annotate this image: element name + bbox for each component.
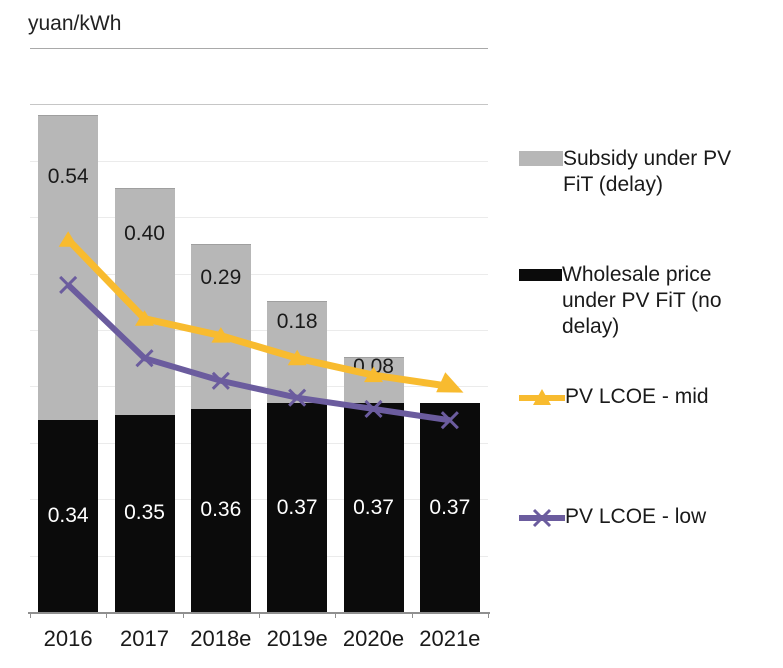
x-axis-tick [488,612,489,618]
bar-value-label-wholesale: 0.35 [124,501,165,525]
x-axis-tick [411,612,413,618]
x-axis-label-2021e: 2021e [419,626,481,651]
x-axis-label-2018e: 2018e [190,626,252,651]
bar-value-label-subsidy: 0.29 [200,266,242,290]
bar-value-label-wholesale: 0.37 [353,495,394,519]
bar-value-label-subsidy: 0.08 [353,355,394,379]
gridline [30,104,488,106]
y-axis-unit-title: yuan/kWh [28,12,122,35]
bar-value-label-subsidy: 0.54 [47,164,89,188]
bar-subsidy-2019e: 0.18 [267,300,328,404]
bar-value-label-subsidy: 0.18 [276,310,318,334]
bar-subsidy-2018e: 0.29 [190,244,251,409]
legend-label-lcoe-low: PV LCOE - low [565,505,707,528]
bar-wholesale-2018e: 0.36 [190,408,251,612]
x-axis-label-2017: 2017 [120,626,169,651]
legend-item-lcoe-mid: PV LCOE - mid [519,384,757,410]
x-axis-tick [335,612,337,618]
legend-item-lcoe-low: PV LCOE - low [519,504,757,530]
gridline [30,442,488,444]
legend-label-lcoe-mid: PV LCOE - mid [565,385,709,408]
legend-item-wholesale: Wholesale price under PV FiT (no delay) [519,262,754,340]
bar-value-label-wholesale: 0.34 [47,504,89,528]
bar-subsidy-2016: 0.54 [38,114,99,421]
x-axis-label-2019e: 2019e [266,626,328,651]
legend-swatch-wholesale-black [519,269,562,281]
x-axis-tick [182,612,184,618]
bar-wholesale-2016: 0.34 [38,420,99,612]
legend-marker-purple-x-icon [519,508,565,528]
bar-value-label-subsidy: 0.40 [124,222,165,246]
legend-swatch-subsidy-gray [519,151,563,166]
x-axis-label-2020e: 2020e [342,626,405,651]
gridline [30,48,488,49]
bar-subsidy-2017: 0.40 [114,188,175,415]
bar-value-label-wholesale: 0.37 [276,495,318,519]
plot-area: 0.34 0.54 0.35 0.40 0.36 0.29 0.37 0.18 0.37 0.08… [28,48,490,618]
legend-marker-yellow-triangle-icon [519,389,565,405]
gridline [30,555,488,557]
gridline [30,160,488,162]
bar-wholesale-2020e: 0.37 [343,403,404,612]
legend-label-subsidy: Subsidy under PV FiT (delay) [563,147,732,196]
gridline [30,330,488,331]
bar-subsidy-2020e: 0.08 [343,355,404,404]
x-axis-label-2016: 2016 [43,626,93,651]
x-axis-tick [106,612,108,618]
x-axis-tick [259,612,260,618]
x-axis-tick [30,612,31,618]
gridline [30,386,488,388]
bar-wholesale-2021e: 0.37 [419,403,480,612]
legend-item-subsidy: Subsidy under PV FiT (delay) [519,146,755,198]
bar-wholesale-2017: 0.35 [114,414,175,612]
gridline [30,499,488,501]
gridline [30,217,488,219]
gridline [30,273,488,275]
bar-value-label-wholesale: 0.37 [429,495,471,519]
bar-wholesale-2019e: 0.37 [267,403,328,612]
legend-label-wholesale: Wholesale price under PV FiT (no delay) [562,263,722,338]
bar-value-label-wholesale: 0.36 [200,498,242,522]
